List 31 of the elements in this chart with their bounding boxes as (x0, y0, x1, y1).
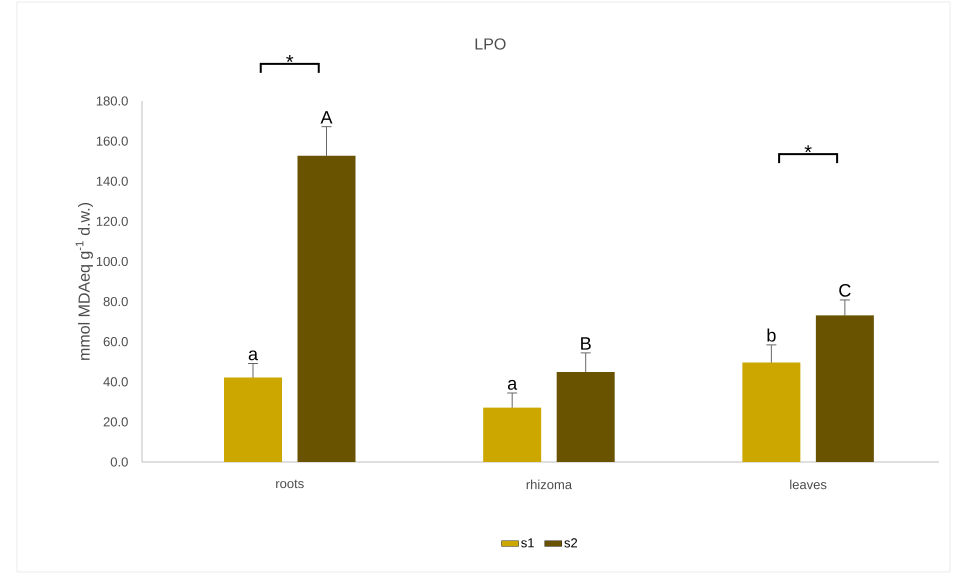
y-tick-label: 180.0 (96, 96, 128, 106)
bar (816, 315, 874, 462)
y-axis-title: mmol MDAeq g$^{-1}$ d.w.) (76, 203, 93, 360)
y-tick-label: 160.0 (96, 136, 128, 146)
y-tick-label: 120.0 (96, 216, 128, 226)
data-label: a (248, 350, 258, 360)
bar (556, 372, 615, 462)
legend-label: s1 (521, 538, 534, 548)
bar (742, 362, 800, 462)
y-tick-label: 40.0 (103, 377, 128, 386)
x-tick-label: leaves (790, 480, 826, 490)
bar (297, 156, 356, 462)
annotation: * (804, 145, 812, 152)
y-tick-label: 60.0 (104, 337, 128, 346)
y-tick-label: 140.0 (96, 176, 128, 186)
bar (483, 408, 542, 462)
data-label: B (581, 337, 591, 350)
y-tick-label: 20.0 (104, 417, 128, 426)
chart-title: LPO (476, 38, 506, 50)
data-label: a (508, 380, 518, 390)
bar (224, 378, 282, 462)
data-label: b (768, 328, 776, 342)
data-label: A (320, 111, 332, 124)
y-tick-label: 0.0 (110, 457, 128, 467)
x-tick-label: rhizoma (526, 480, 572, 490)
x-tick-label: roots (276, 480, 304, 488)
legend-label: s2 (564, 538, 578, 548)
text: * (286, 55, 294, 62)
y-tick-label: 100.0 (96, 256, 128, 266)
y-tick-label: 80.0 (104, 296, 128, 306)
data-label: C (839, 284, 851, 297)
